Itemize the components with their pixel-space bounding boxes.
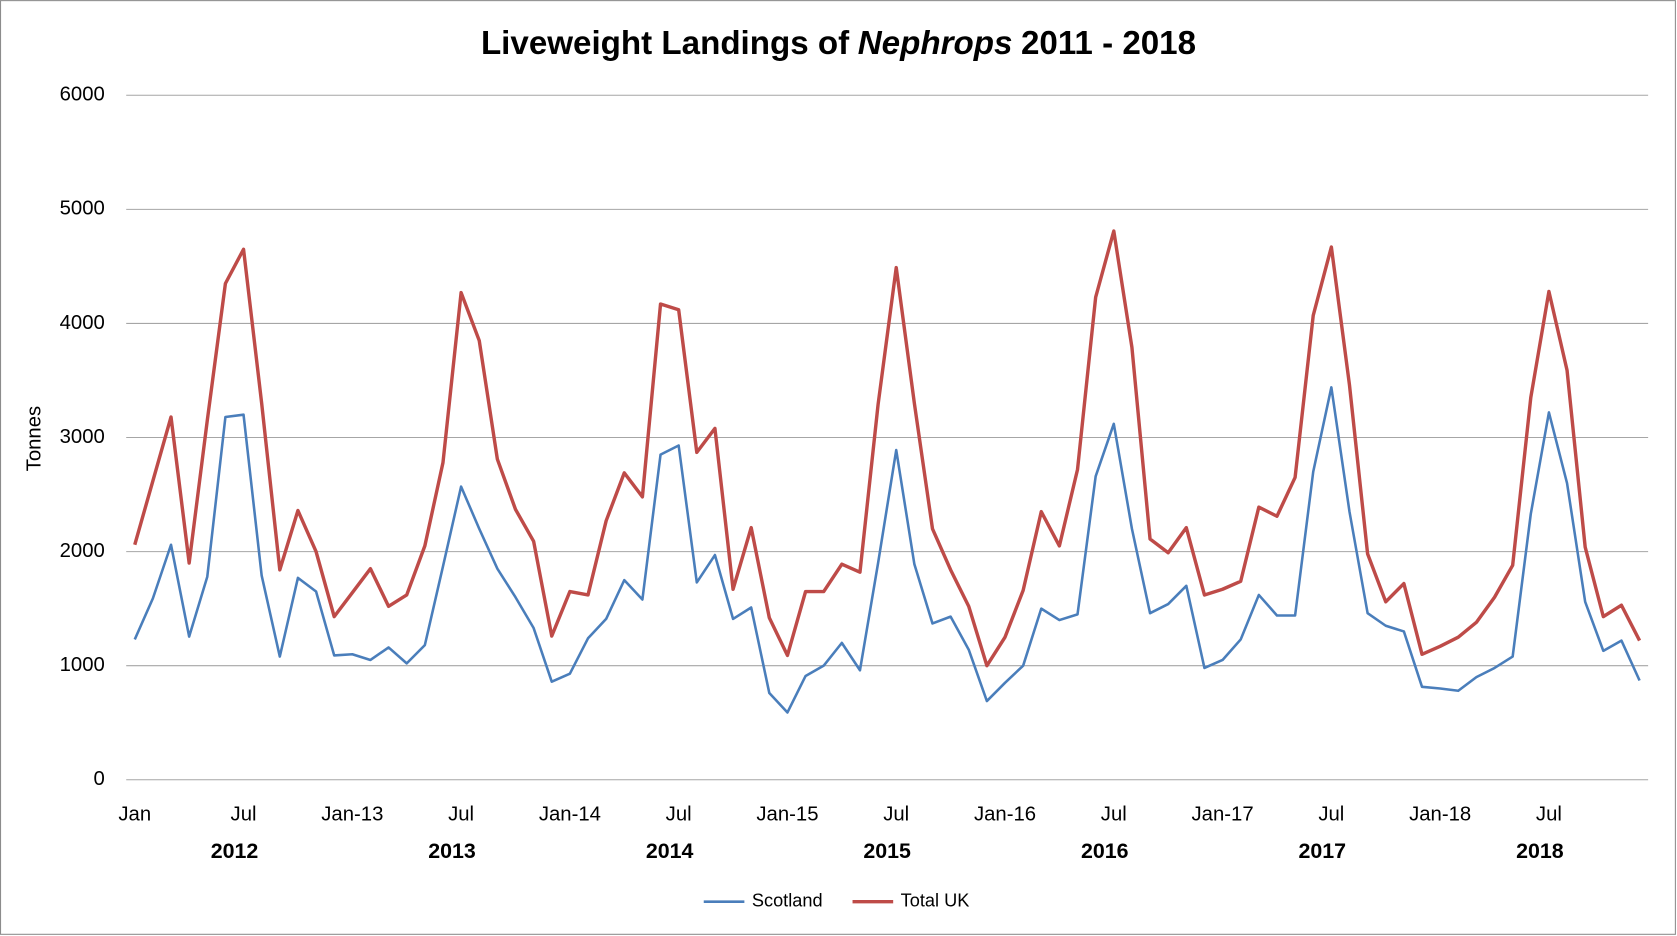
x-tick-label: Jan-17 [1192,803,1254,825]
group-label: 2018 [1516,839,1564,863]
series-line [133,229,1642,668]
title-part: Liveweight Landings of [481,25,850,62]
series-line [133,386,1641,714]
title-part: 2011 - 2018 [1021,25,1196,62]
title-part: Nephrops [858,25,1013,62]
x-tick-label: Jan-15 [756,803,818,825]
x-tick-label: Jan-14 [539,803,601,825]
x-tick-label: Jan-13 [321,803,383,825]
group-label: 2017 [1299,839,1347,863]
x-tick-label: Jan-16 [974,803,1036,825]
legend-label: Scotland [752,890,823,910]
x-tick-label: Jul [883,803,909,825]
chart-title: Liveweight Landings of Nephrops 2011 - 201… [481,25,1196,62]
x-tick-label: Jan-18 [1409,803,1471,825]
y-tick-label: 0 [94,768,105,790]
x-tick-label: Jul [1536,803,1562,825]
x-tick-label: Jul [231,803,257,825]
legend-label: Total UK [901,890,970,910]
group-label: 2012 [211,839,259,863]
y-tick-label: 3000 [60,426,105,448]
y-tick-label: 4000 [60,312,105,334]
y-tick-label: 5000 [60,198,105,220]
group-label: 2016 [1081,839,1129,863]
group-label: 2015 [863,839,911,863]
group-label: 2014 [646,839,694,863]
group-label: 2013 [428,839,476,863]
x-tick-label: Jul [666,803,692,825]
y-tick-label: 6000 [60,84,105,106]
x-tick-label: Jan [118,803,151,825]
y-axis-label: Tonnes [24,406,46,471]
x-tick-label: Jul [1318,803,1344,825]
y-tick-label: 1000 [60,654,105,676]
y-tick-label: 2000 [60,540,105,562]
x-tick-label: Jul [448,803,474,825]
x-tick-label: Jul [1101,803,1127,825]
